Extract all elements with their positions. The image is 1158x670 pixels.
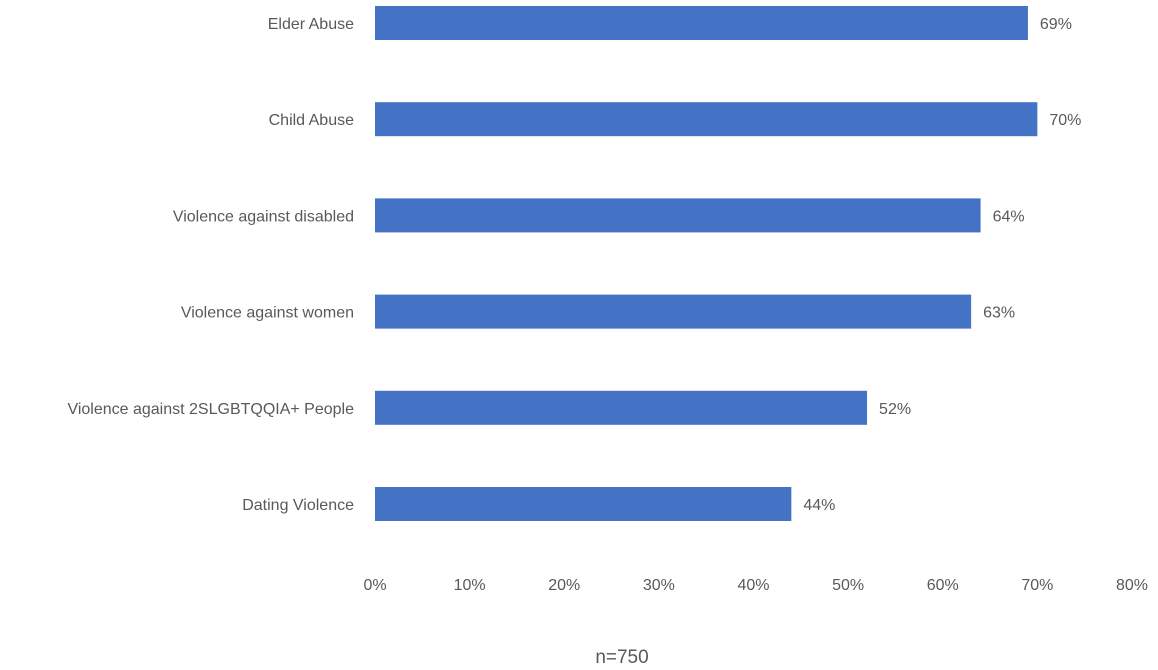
data-labels: 69% 70% 64% 63% 52% 44% (803, 16, 1081, 514)
x-tick-label: 80% (1116, 577, 1148, 594)
x-tick-label: 70% (1021, 577, 1053, 594)
data-label: 52% (879, 401, 911, 418)
category-label: Elder Abuse (268, 16, 354, 33)
category-labels: Elder Abuse Child Abuse Violence against d… (67, 16, 354, 514)
x-tick-label: 30% (643, 577, 675, 594)
x-axis-ticks: 0% 10% 20% 30% 40% 50% 60% 70% 80% (363, 577, 1148, 594)
data-label: 63% (983, 305, 1015, 322)
bar-child-abuse (375, 102, 1038, 137)
x-tick-label: 0% (363, 577, 386, 594)
x-tick-label: 20% (548, 577, 580, 594)
bar-dating-violence (375, 487, 792, 521)
bar-violence-against-2slgbtqqia-people (375, 390, 868, 425)
bar-elder-abuse (375, 6, 1028, 40)
x-tick-label: 40% (737, 577, 769, 594)
data-label: 70% (1049, 112, 1081, 129)
data-label: 44% (803, 497, 835, 514)
bars-group (375, 6, 1038, 521)
category-label: Violence against 2SLGBTQQIA+ People (67, 401, 354, 418)
sample-size-note: n=750 (595, 647, 648, 668)
bar-violence-against-women (375, 294, 972, 329)
x-tick-label: 10% (454, 577, 486, 594)
category-label: Dating Violence (242, 497, 354, 514)
category-label: Violence against women (181, 305, 354, 322)
data-label: 69% (1040, 16, 1072, 33)
data-label: 64% (993, 208, 1025, 225)
x-tick-label: 60% (927, 577, 959, 594)
bar-violence-against-disabled (375, 198, 981, 233)
category-label: Child Abuse (269, 112, 354, 129)
x-tick-label: 50% (832, 577, 864, 594)
category-label: Violence against disabled (173, 208, 354, 225)
